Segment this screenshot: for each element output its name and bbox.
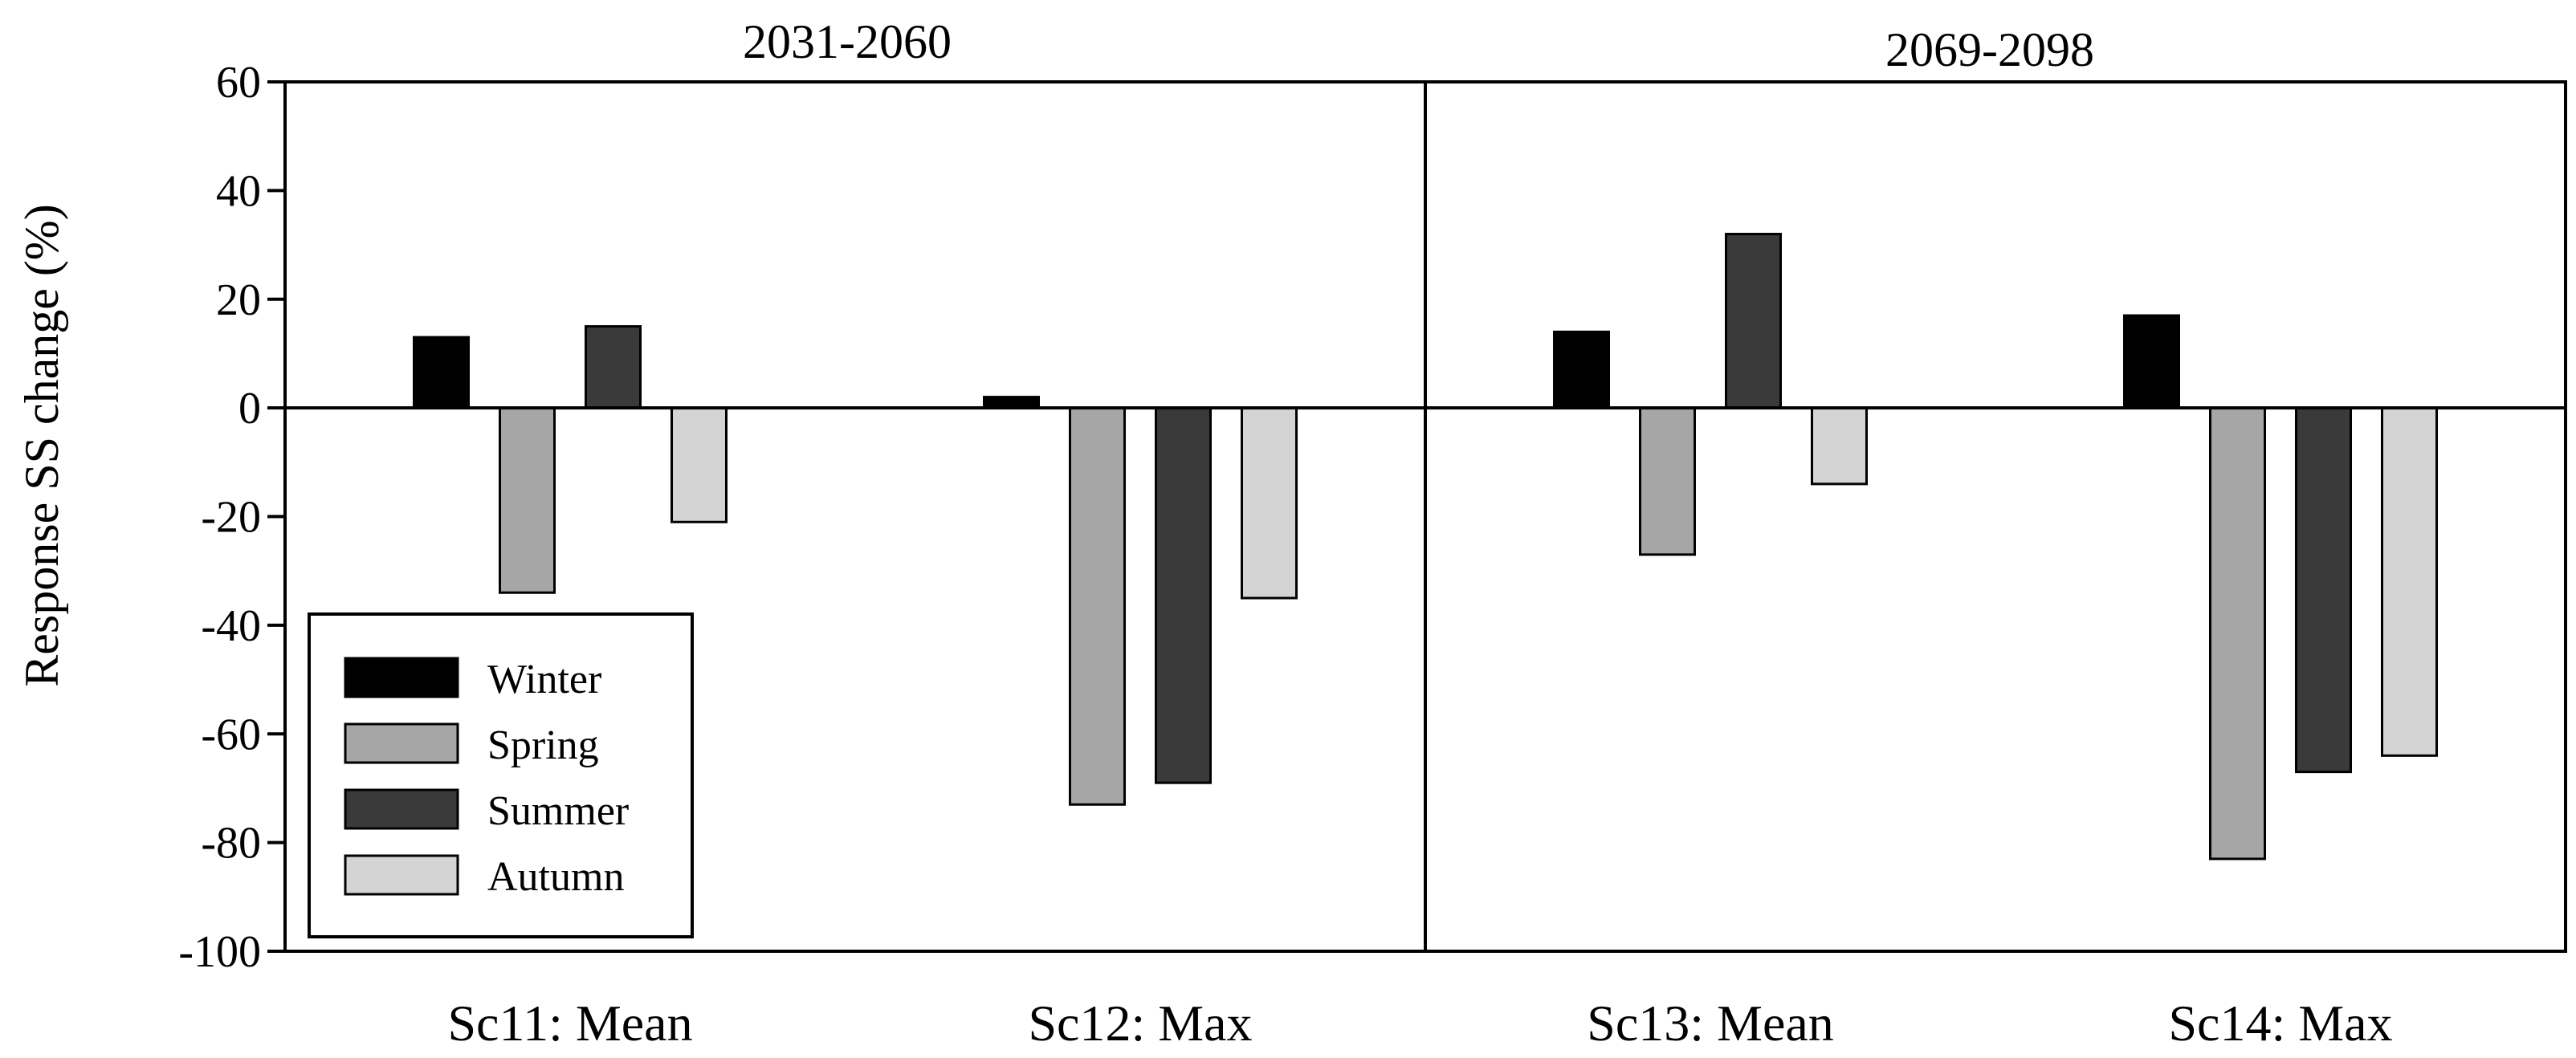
x-category-label: Sc14: Max — [2168, 995, 2392, 1052]
legend-label-winter: Winter — [487, 657, 601, 702]
bar-autumn — [1241, 406, 1298, 600]
legend: Winter Spring Summer Autumn — [308, 612, 694, 938]
bar-summer — [1155, 406, 1212, 784]
bar-summer — [2295, 406, 2352, 774]
y-tick-label: -40 — [201, 601, 261, 651]
bar-autumn — [2381, 406, 2438, 757]
y-tick-label: 40 — [216, 166, 261, 216]
y-tick-label: 20 — [216, 275, 261, 325]
x-category-label: Sc12: Max — [1028, 995, 1252, 1052]
y-tick-label: 60 — [216, 58, 261, 108]
legend-swatch-summer — [344, 788, 459, 830]
legend-label-autumn: Autumn — [487, 854, 624, 900]
bar-spring — [2209, 406, 2266, 861]
bar-spring — [499, 406, 556, 594]
legend-swatch-autumn — [344, 854, 459, 896]
legend-label-spring: Spring — [487, 722, 599, 768]
category-labels-group: Sc11: Mean Sc12: Max Sc13: Mean Sc14: Max — [447, 995, 2392, 1052]
legend-label-summer: Summer — [487, 788, 629, 834]
bars-group — [413, 233, 2438, 861]
legend-swatch-winter — [344, 657, 459, 698]
bar-summer — [1725, 233, 1782, 409]
legend-swatch-spring — [344, 722, 459, 764]
panel-title-2: 2069-2098 — [1885, 23, 2094, 76]
bar-winter — [983, 396, 1040, 409]
panel-title-1: 2031-2060 — [743, 15, 952, 68]
bar-winter — [413, 336, 470, 409]
bar-autumn — [1811, 406, 1868, 486]
bar-spring — [1069, 406, 1126, 806]
bar-spring — [1639, 406, 1696, 556]
y-tick-label: -20 — [201, 493, 261, 543]
y-tick-label: 0 — [238, 384, 261, 433]
y-tick-label: -60 — [201, 710, 261, 759]
x-category-label: Sc11: Mean — [447, 995, 692, 1052]
bar-autumn — [670, 406, 728, 523]
bar-summer — [585, 325, 642, 409]
y-axis-label: Response SS change (%) — [15, 204, 68, 687]
bar-winter — [2123, 314, 2180, 409]
bar-winter — [1553, 330, 1610, 409]
y-tick-label: -80 — [201, 819, 261, 869]
y-tick-label: -100 — [178, 927, 261, 977]
x-category-label: Sc13: Mean — [1587, 995, 1834, 1052]
y-ticks-group: 60 40 20 0 -20 -40 -60 -80 -100 — [178, 58, 285, 977]
